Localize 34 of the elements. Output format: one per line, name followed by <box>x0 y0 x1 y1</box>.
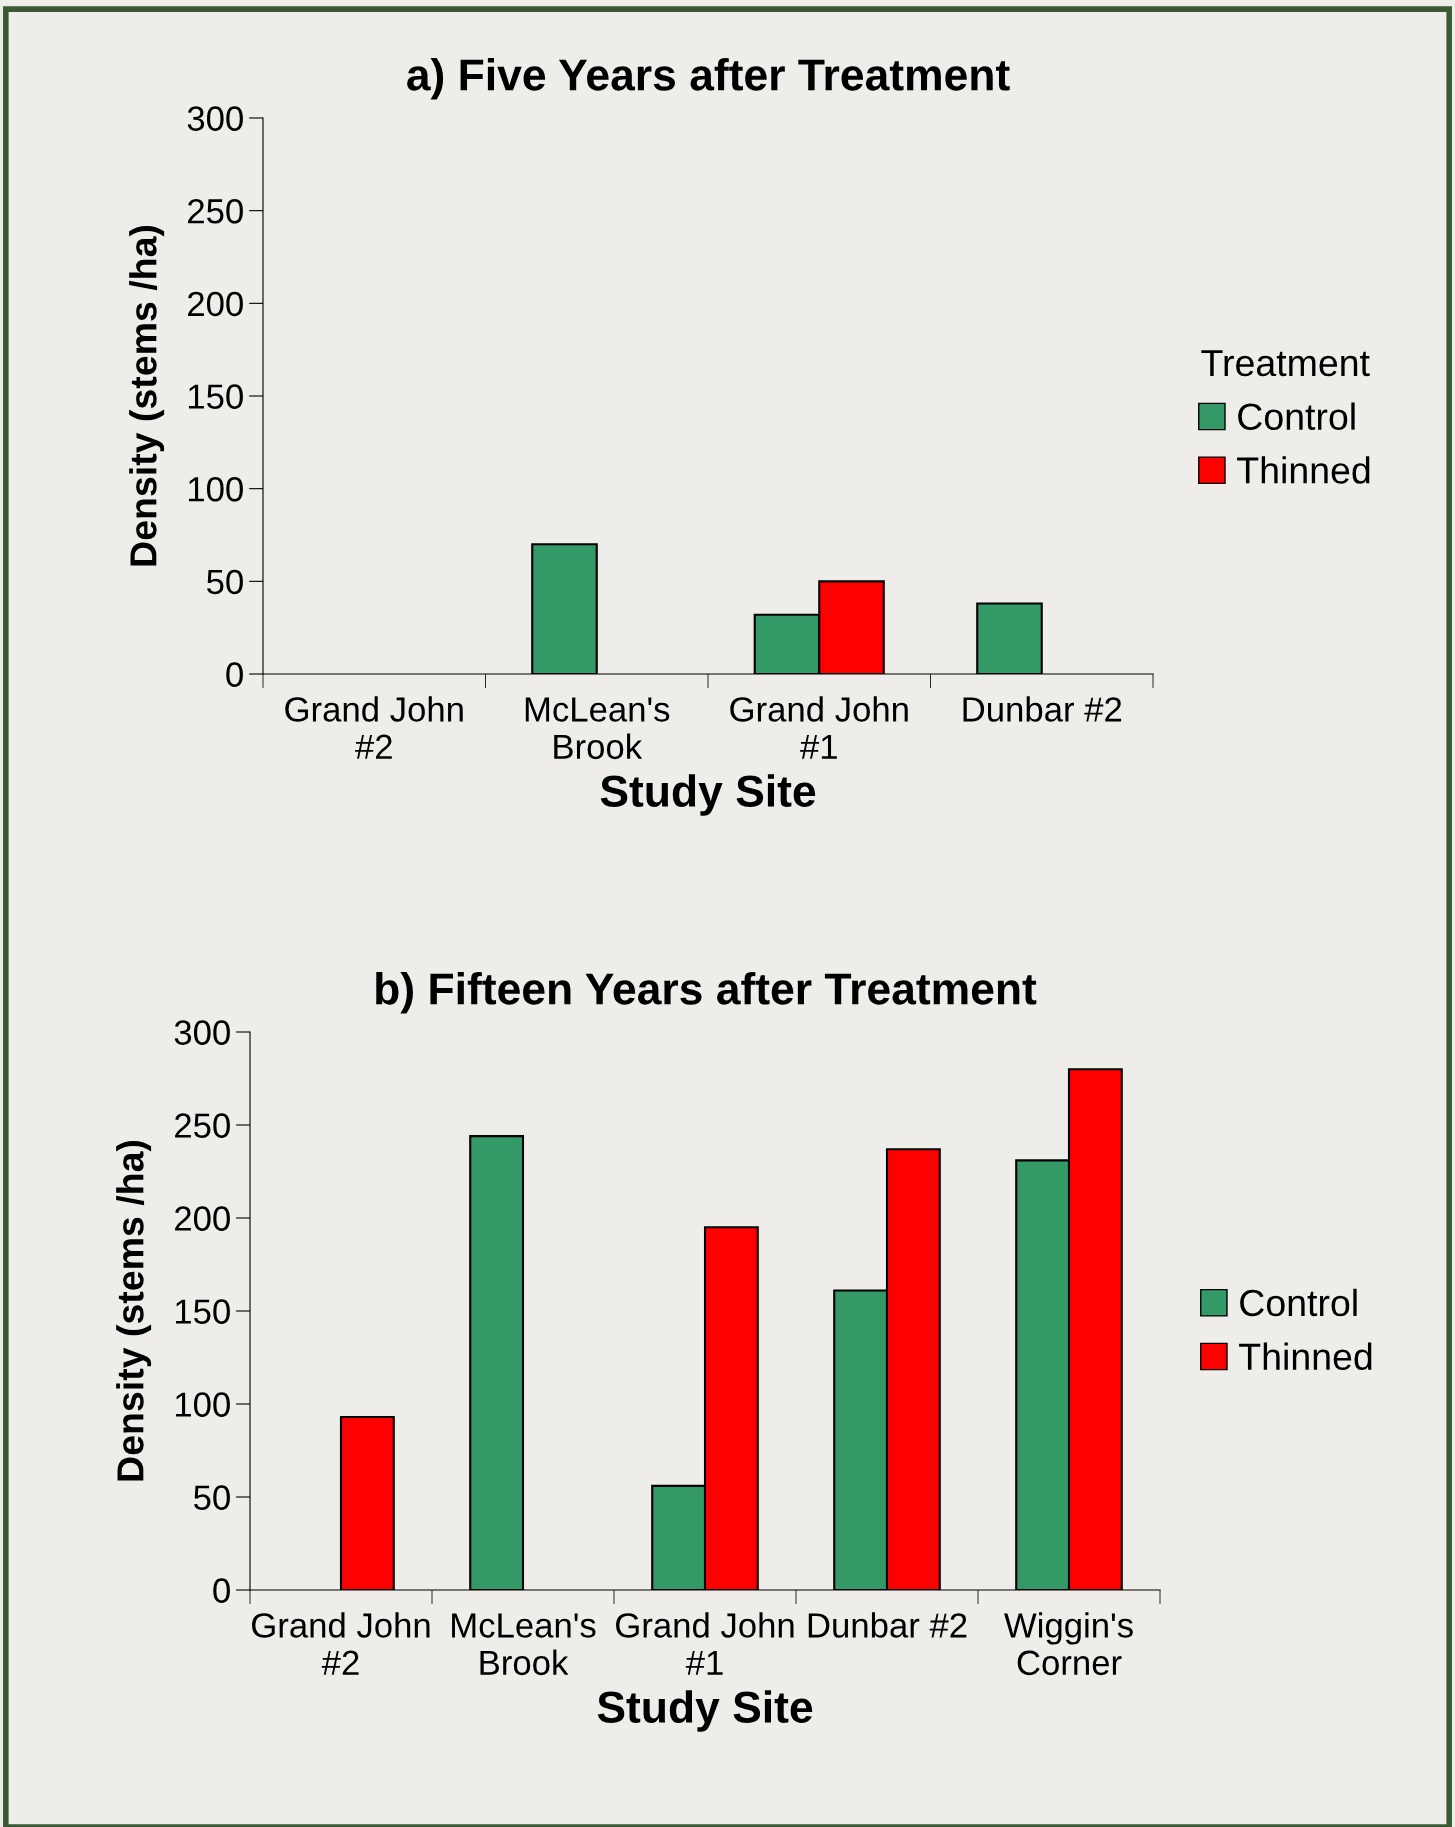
x-tick-label: Dunbar #2 <box>808 1612 967 1638</box>
y-tick-label: 250 <box>175 1113 230 1138</box>
x-tick-label: Grand John #1 <box>616 1612 794 1675</box>
x-tick-label: McLean's Brook <box>452 1613 596 1676</box>
y-tick-label: 100 <box>175 1392 230 1417</box>
y-tick-label: 200 <box>188 291 243 317</box>
chart-title: a) Five Years after Treatment <box>407 58 1010 100</box>
x-axis-title: Study Site <box>600 774 816 816</box>
x-tick-label: Grand John #2 <box>285 696 463 759</box>
legend-title: Treatment <box>1201 350 1370 377</box>
x-axis-title: Study Site <box>597 1690 813 1732</box>
chart-title: b) Fifteen Years after Treatment <box>376 972 1037 1014</box>
y-tick-label: 0 <box>226 662 243 687</box>
y-tick-label: 50 <box>207 569 243 595</box>
y-tick-label: 150 <box>188 384 243 409</box>
legend-label: Thinned <box>1239 1342 1372 1370</box>
y-axis-title: Density (stems /ha) <box>129 225 165 566</box>
y-tick-label: 0 <box>213 1578 230 1603</box>
legend-label: Control <box>1240 1288 1357 1317</box>
x-tick-label: Wiggin's Corner <box>1004 1612 1133 1676</box>
legend-label: Control <box>1238 402 1355 430</box>
y-tick-label: 50 <box>194 1485 230 1510</box>
y-tick-label: 250 <box>188 199 243 224</box>
x-tick-label: Dunbar #2 <box>963 696 1122 722</box>
y-tick-label: 150 <box>175 1299 230 1324</box>
y-axis-title: Density (stems /ha) <box>116 1140 152 1481</box>
x-tick-label: McLean's Brook <box>525 697 670 760</box>
y-tick-label: 300 <box>187 106 243 131</box>
y-tick-label: 200 <box>175 1206 230 1231</box>
x-tick-label: Grand John #2 <box>252 1612 430 1675</box>
y-tick-label: 300 <box>174 1020 230 1045</box>
legend-label: Thinned <box>1237 456 1370 484</box>
y-tick-label: 100 <box>188 477 243 502</box>
x-tick-label: Grand John #1 <box>730 696 908 759</box>
